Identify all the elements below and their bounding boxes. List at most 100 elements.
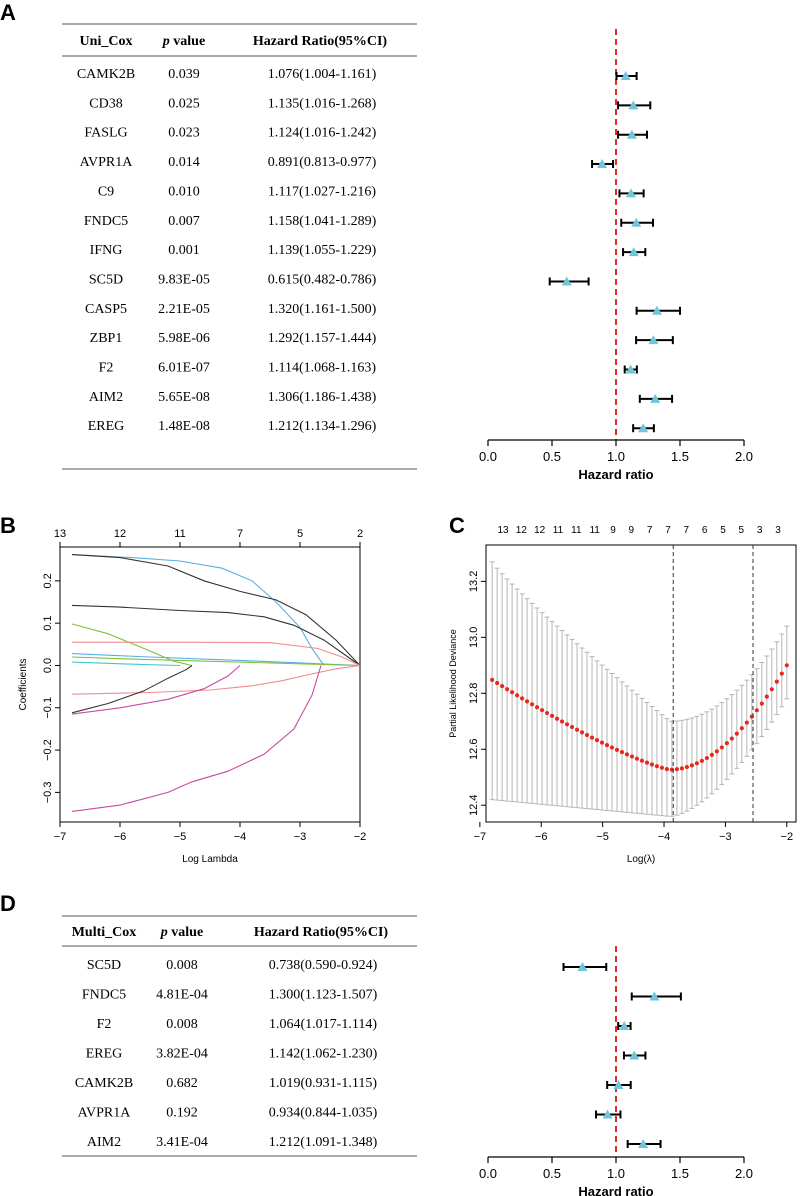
table-cell-p-value: 3.82E-04 bbox=[156, 1047, 208, 1062]
table-cell-hazard-ratio: 1.292(1.157-1.444) bbox=[268, 331, 377, 346]
deviance-point bbox=[739, 726, 744, 731]
deviance-point bbox=[684, 764, 690, 770]
hazard-ratio-point bbox=[597, 159, 608, 169]
table-cell-hazard-ratio: 1.019(0.931-1.115) bbox=[269, 1076, 377, 1091]
table-cell-p-value: 5.98E-06 bbox=[158, 331, 210, 346]
x-tick-label: 1.5 bbox=[671, 449, 689, 464]
deviance-point bbox=[734, 731, 739, 736]
x-tick-label: −4 bbox=[658, 831, 671, 843]
panel-label-a: A bbox=[0, 0, 16, 25]
table-cell-hazard-ratio: 0.891(0.813-0.977) bbox=[268, 155, 377, 170]
top-axis-label: 11 bbox=[589, 525, 600, 536]
plot-frame bbox=[485, 544, 797, 823]
coefficient-path bbox=[71, 653, 361, 667]
deviance-point bbox=[569, 724, 575, 730]
deviance-point bbox=[614, 747, 620, 752]
table-cell-p-value: 9.83E-05 bbox=[158, 272, 210, 287]
deviance-point bbox=[764, 694, 769, 699]
deviance-point bbox=[584, 732, 590, 738]
table-cell-hazard-ratio: 1.114(1.068-1.163) bbox=[268, 361, 376, 376]
coefficient-path bbox=[71, 623, 193, 667]
forest-plot-d: 0.0 0.5 1.0 1.5 2.0 Hazard ratio bbox=[479, 946, 753, 1196]
deviance-point bbox=[689, 763, 695, 768]
deviance-point bbox=[549, 713, 555, 719]
table-cell-gene: CAMK2B bbox=[75, 1076, 133, 1091]
hazard-ratio-point bbox=[625, 364, 636, 374]
deviance-point bbox=[510, 690, 515, 695]
table-cell-p-value: 0.039 bbox=[168, 67, 200, 82]
deviance-point bbox=[589, 735, 595, 740]
y-tick-label: 0.0 bbox=[42, 658, 54, 673]
table-cell-hazard-ratio: 1.320(1.161-1.500) bbox=[268, 302, 377, 317]
table-cell-p-value: 0.014 bbox=[168, 155, 200, 170]
deviance-point bbox=[604, 742, 610, 748]
x-tick-label: 0.5 bbox=[543, 449, 561, 464]
x-tick-label: −6 bbox=[535, 831, 548, 843]
coefficient-path bbox=[71, 661, 181, 667]
y-tick-label: 0.2 bbox=[42, 573, 54, 588]
y-axis-label: Partial Likelihood Deviance bbox=[448, 629, 458, 738]
x-tick-label: 1.0 bbox=[607, 449, 625, 464]
table-cell-gene: AIM2 bbox=[87, 1135, 121, 1150]
deviance-point bbox=[649, 762, 655, 767]
panel-label-d: D bbox=[0, 891, 16, 916]
plot-frame bbox=[59, 546, 361, 823]
x-tick-label: 2.0 bbox=[735, 449, 753, 464]
table-cell-hazard-ratio: 1.306(1.186-1.438) bbox=[268, 390, 377, 405]
table-cell-gene: EREG bbox=[86, 1047, 123, 1062]
forest-plot-a: 0.0 0.5 1.0 1.5 2.0 Hazard ratio bbox=[479, 29, 753, 482]
table-cell-p-value: 0.025 bbox=[168, 96, 200, 111]
table-cell-p-value: 0.010 bbox=[168, 184, 200, 199]
hazard-ratio-point bbox=[638, 423, 649, 433]
x-axis-label: Hazard ratio bbox=[578, 1184, 653, 1196]
deviance-point bbox=[754, 708, 759, 713]
table-cell-hazard-ratio: 1.076(1.004-1.161) bbox=[268, 67, 377, 82]
table-cell-p-value: 0.008 bbox=[166, 1017, 198, 1032]
table-cell-gene: FNDC5 bbox=[82, 988, 126, 1003]
hazard-ratio-point bbox=[602, 1109, 613, 1119]
deviance-point bbox=[500, 684, 505, 689]
deviance-point bbox=[619, 750, 625, 755]
deviance-point bbox=[505, 687, 510, 692]
x-tick-label: −5 bbox=[596, 831, 609, 843]
coefficient-path bbox=[71, 665, 241, 715]
table-cell-p-value: 0.023 bbox=[168, 126, 200, 141]
table-d-header-gene: Multi_Cox bbox=[72, 925, 137, 940]
y-tick-label: 13.0 bbox=[468, 627, 480, 648]
deviance-point bbox=[744, 720, 749, 725]
table-cell-gene: FNDC5 bbox=[84, 214, 128, 229]
x-tick-label: −5 bbox=[174, 831, 187, 843]
deviance-point bbox=[524, 699, 530, 704]
hazard-ratio-point bbox=[577, 962, 588, 971]
deviance-point bbox=[729, 736, 734, 741]
table-cell-hazard-ratio: 1.124(1.016-1.242) bbox=[268, 126, 377, 141]
top-axis-label: 5 bbox=[720, 525, 726, 536]
table-cell-gene: AVPR1A bbox=[80, 155, 134, 170]
table-a-header-gene: Uni_Cox bbox=[80, 34, 133, 49]
x-axis-label: Log Lambda bbox=[182, 854, 238, 865]
deviance-point bbox=[634, 756, 640, 761]
top-axis-label: 12 bbox=[516, 525, 528, 536]
table-cell-p-value: 3.41E-04 bbox=[156, 1135, 208, 1150]
table-cell-gene: AVPR1A bbox=[78, 1106, 132, 1121]
table-a-header-hr: Hazard Ratio(95%CI) bbox=[253, 34, 387, 49]
deviance-point bbox=[609, 745, 615, 750]
panel-label-b: B bbox=[0, 513, 16, 538]
coefficient-path bbox=[71, 664, 361, 695]
x-tick-label: −6 bbox=[114, 831, 127, 843]
table-cell-gene: SC5D bbox=[89, 272, 123, 287]
table-cell-gene: EREG bbox=[88, 419, 125, 434]
deviance-point bbox=[759, 701, 764, 706]
table-cell-hazard-ratio: 1.064(1.017-1.114) bbox=[269, 1017, 377, 1032]
deviance-point bbox=[515, 693, 520, 698]
coefficient-path bbox=[71, 554, 325, 666]
table-cell-gene: F2 bbox=[97, 1017, 112, 1032]
deviance-point bbox=[774, 679, 779, 684]
table-a-header-p: p value bbox=[162, 34, 205, 49]
deviance-point bbox=[724, 741, 729, 746]
top-tick-label: 12 bbox=[114, 528, 126, 540]
top-axis-label: 5 bbox=[739, 525, 745, 536]
deviance-point bbox=[599, 740, 605, 745]
hazard-ratio-point bbox=[561, 276, 572, 286]
hazard-ratio-point bbox=[631, 217, 642, 227]
